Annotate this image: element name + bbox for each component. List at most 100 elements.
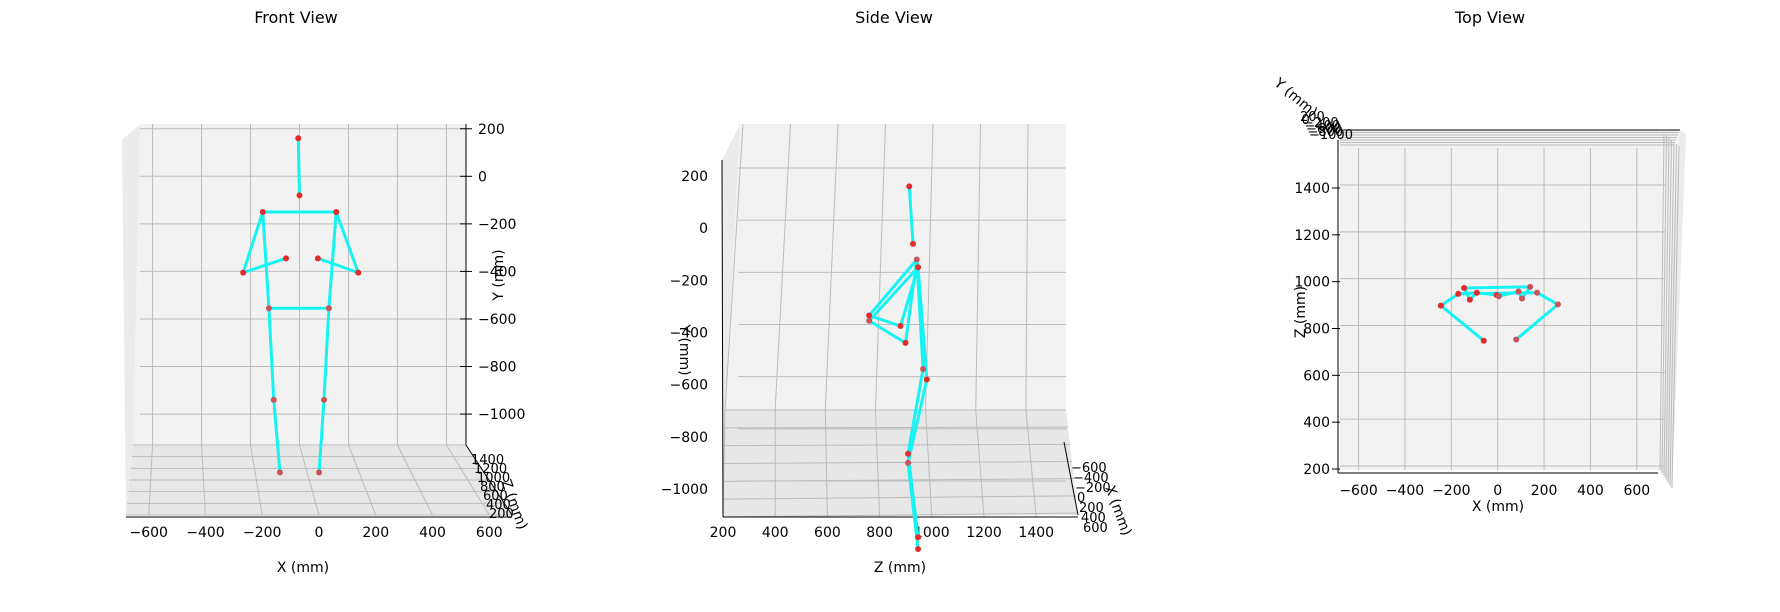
front-skeleton-joints [240,135,362,476]
top-joint [1534,289,1541,296]
top-x-axis-label: X (mm) [1472,499,1524,515]
front-bone [267,306,276,402]
front-view-axes: −600 −400 −200 0 200 400 6002000−200−400−600−8… [122,122,530,576]
top-z-tick: 800 [1303,322,1330,338]
front-joint [355,269,362,276]
top-x-tick: 400 [1577,483,1604,499]
front-bone [241,210,265,275]
side-z-tick: −200 [1075,481,1111,496]
top-depth-tick: −1000 [1309,128,1353,143]
top-x-tick: 0 [1493,483,1502,499]
side-grid-x [824,123,839,411]
top-x-tick: 200 [1531,483,1558,499]
top-depth-tick: 200 [1300,110,1325,125]
side-floor-pane [723,410,1078,517]
top-depth-tick: −800 [1308,125,1344,140]
top-x-tick: −600 [1339,483,1377,499]
side-x-tick: 400 [762,525,789,541]
front-x-axis-label: X (mm) [277,560,329,576]
side-joint [866,317,873,324]
side-grid-x [724,123,744,411]
side-joint [866,312,873,319]
side-joint [902,339,909,346]
side-grid-floor-z [723,478,1075,482]
side-x-tick: 1400 [1018,525,1054,541]
front-bone [241,256,288,275]
top-z-tick: 400 [1303,415,1330,431]
front-x-tick: −600 [129,525,167,541]
front-joint [276,469,283,476]
side-z-tick: 600 [1083,521,1108,536]
side-back-pane [725,124,1066,410]
side-y-axis-label: Y (mm) [676,323,692,375]
side-z-tick: −600 [1071,461,1107,476]
side-grid-floor-x [1025,409,1037,518]
top-joint [1554,301,1561,308]
side-joint [915,264,922,271]
front-joint [320,396,327,403]
top-skeleton-bones [1439,285,1560,343]
top-view-axes: −600 −400 −200 0 200 400 600140012001000800600… [1270,75,1686,515]
top-z-tick: 1400 [1294,181,1330,197]
side-bone [906,377,929,465]
front-x-tick: −200 [243,525,281,541]
front-bone [317,398,326,474]
front-z-tick: 600 [483,489,508,504]
side-bone [906,367,925,456]
side-x-tick: 1200 [966,525,1002,541]
top-bone [1535,291,1560,306]
side-bone [867,265,920,323]
front-y-axis-label: Y (mm) [491,249,507,301]
top-z-tick: 1200 [1294,228,1330,244]
front-joint [270,396,277,403]
side-left-pane [722,124,740,517]
side-joint [915,534,922,541]
top-grid-depth-right [1669,143,1677,486]
front-x-tick: −400 [186,525,224,541]
top-depth-tick: −200 [1303,116,1339,131]
side-x-tick: 200 [710,525,737,541]
top-joint [1437,302,1444,309]
side-z-tick: 0 [1077,491,1085,506]
front-z-tick: 400 [486,498,511,513]
top-joint [1515,288,1522,295]
front-y-tick: −200 [478,217,516,233]
side-grid-floor-z [724,426,1069,429]
top-bone [1514,302,1560,342]
front-x-tick: 600 [476,525,503,541]
front-bone [261,210,271,310]
top-view-title: Top View [1454,8,1525,27]
side-joint [897,322,904,329]
side-grid-floor-z [723,461,1073,464]
top-joint [1495,293,1502,300]
top-joint [1480,337,1487,344]
front-bone [272,398,282,474]
front-x-tick: 400 [419,525,446,541]
side-grid-x [975,123,981,411]
side-y-tick: 200 [681,169,708,185]
top-grid-depth-right [1665,139,1672,480]
front-joint [333,208,340,215]
top-bone [1456,291,1479,296]
top-x-tick: 600 [1623,483,1650,499]
side-joint [920,366,927,373]
side-z-tick: 200 [1079,501,1104,516]
side-y-tick: 0 [699,221,708,237]
front-view-title: Front View [254,8,338,27]
top-x-tick: −400 [1386,483,1424,499]
front-joint [314,255,321,262]
side-bone [867,257,919,318]
front-joint [240,269,247,276]
top-joint [1461,285,1468,292]
side-x-tick: 1000 [914,525,950,541]
side-joint [923,376,930,383]
side-y-tick: −800 [670,430,708,446]
top-z-tick: 1000 [1294,275,1330,291]
top-depth-tick: −400 [1305,119,1341,134]
side-joint [905,459,912,466]
top-grid-depth-right [1661,135,1667,474]
side-tick-labels: 200 400 600 800 1000 1200 14002000−200−400−600… [661,169,1111,541]
front-left-pane [122,124,140,515]
front-joint [295,135,302,142]
side-bone [907,184,915,246]
